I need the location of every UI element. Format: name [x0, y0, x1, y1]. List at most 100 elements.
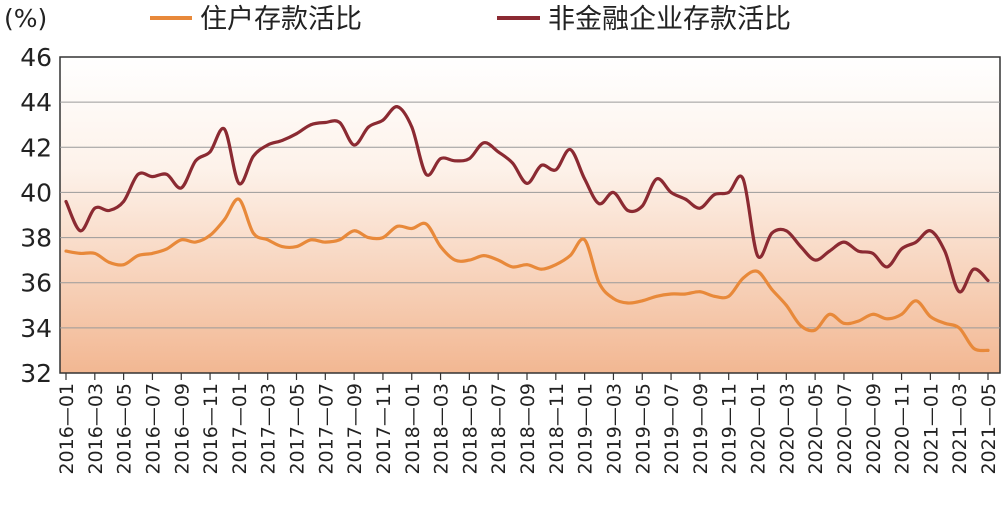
x-tick-label-13: 2018—03: [431, 383, 453, 475]
x-tick-label-21: 2019—07: [661, 383, 683, 475]
data-point-0-41: [655, 294, 659, 298]
data-point-0-39: [626, 301, 630, 305]
data-point-1-5: [136, 173, 140, 176]
data-point-0-2: [93, 252, 97, 255]
x-tick-label-6: 2017—01: [229, 383, 251, 475]
x-tick-label-15: 2018—07: [488, 383, 510, 475]
data-point-0-45: [712, 294, 716, 298]
data-point-1-56: [871, 252, 875, 255]
data-point-0-33: [540, 267, 543, 271]
legend-label-1: 非金融企业存款活比: [548, 4, 791, 35]
data-point-0-24: [410, 227, 414, 230]
grid-lines: [60, 101, 1000, 329]
y-axis-label-text: (%): [4, 4, 47, 33]
data-point-0-34: [554, 263, 558, 267]
data-point-0-43: [684, 292, 687, 296]
data-point-0-51: [799, 324, 803, 327]
data-point-0-13: [251, 231, 255, 235]
data-point-0-55: [856, 319, 860, 323]
data-point-0-48: [756, 270, 759, 273]
data-point-1-16: [295, 132, 298, 136]
x-tick-label-29: 2020—11: [892, 383, 914, 475]
data-point-0-40: [640, 299, 644, 303]
data-point-0-35: [568, 254, 572, 257]
data-point-1-35: [568, 148, 572, 151]
data-point-1-29: [482, 141, 486, 145]
data-point-0-49: [770, 288, 774, 291]
data-point-0-5: [136, 254, 140, 257]
data-point-1-12: [237, 182, 241, 185]
data-point-0-11: [223, 218, 226, 221]
data-point-1-7: [165, 173, 169, 176]
x-tick-label-2: 2016—05: [114, 383, 136, 475]
y-ticks: 32 34 36 38 40 42 44 46: [20, 43, 52, 388]
x-tick-label-3: 2016—07: [142, 383, 164, 475]
data-point-1-20: [352, 143, 356, 147]
data-point-1-19: [338, 121, 342, 124]
x-tick-label-0: 2016—01: [56, 383, 78, 475]
data-point-0-52: [813, 328, 817, 332]
data-point-1-63: [972, 267, 975, 271]
legend-label-0: 住户存款活比: [200, 4, 362, 35]
data-point-1-47: [741, 177, 745, 181]
x-tick-label-9: 2017—07: [315, 383, 337, 475]
data-point-1-58: [900, 247, 903, 251]
x-tick-label-18: 2019—01: [575, 383, 597, 475]
data-point-1-37: [597, 202, 601, 206]
data-point-1-34: [554, 168, 558, 172]
data-point-0-20: [352, 229, 356, 233]
y-tick-label-1: 34: [20, 314, 52, 343]
data-point-1-54: [842, 240, 846, 244]
data-point-0-25: [424, 222, 428, 226]
x-tick-label-7: 2017—03: [258, 383, 280, 475]
x-tick-label-11: 2017—11: [373, 383, 395, 475]
data-point-0-54: [842, 321, 846, 325]
data-point-1-45: [712, 193, 716, 197]
x-tick-label-20: 2019—05: [632, 383, 654, 475]
data-point-0-23: [395, 224, 399, 228]
x-tick-label-30: 2021—01: [920, 383, 942, 475]
y-tick-label-2: 36: [20, 269, 52, 298]
data-point-1-15: [280, 139, 284, 142]
data-point-1-36: [583, 177, 586, 181]
y-tick-label-6: 44: [20, 88, 52, 117]
x-tick-label-23: 2019—11: [719, 383, 741, 475]
data-point-0-29: [482, 254, 486, 257]
x-tick-label-8: 2017—05: [287, 383, 309, 475]
data-point-0-10: [208, 233, 212, 237]
data-point-0-27: [453, 258, 457, 262]
x-tick-label-17: 2018—11: [546, 383, 568, 475]
data-point-0-57: [885, 317, 889, 321]
data-point-1-52: [813, 258, 817, 262]
x-tick-label-12: 2018—01: [402, 383, 424, 475]
data-point-0-19: [338, 238, 342, 242]
x-tick-label-26: 2020—05: [805, 383, 827, 475]
data-point-1-50: [784, 229, 788, 233]
data-point-1-51: [799, 245, 803, 249]
data-point-1-46: [727, 191, 731, 194]
data-point-1-31: [511, 161, 514, 165]
data-point-1-38: [612, 191, 615, 194]
x-tick-label-24: 2020—01: [748, 383, 770, 475]
data-point-0-62: [957, 326, 961, 330]
x-tick-label-28: 2020—09: [863, 383, 885, 475]
y-tick-label-0: 32: [20, 359, 52, 388]
data-point-1-14: [266, 143, 270, 147]
series-layer: [64, 105, 990, 353]
data-point-0-63: [972, 346, 975, 350]
data-point-0-50: [784, 303, 788, 307]
y-axis-label: (%): [4, 4, 47, 33]
data-point-0-9: [194, 240, 198, 244]
data-point-1-3: [107, 209, 111, 212]
data-point-0-42: [669, 292, 673, 296]
x-tick-label-4: 2016—09: [171, 383, 193, 475]
data-point-0-17: [309, 238, 313, 242]
data-point-0-53: [828, 312, 831, 316]
data-point-0-58: [900, 312, 903, 316]
data-point-1-21: [367, 125, 370, 129]
data-point-0-64: [986, 349, 990, 352]
x-tick-label-31: 2021—03: [949, 383, 971, 475]
data-point-0-1: [79, 252, 82, 255]
